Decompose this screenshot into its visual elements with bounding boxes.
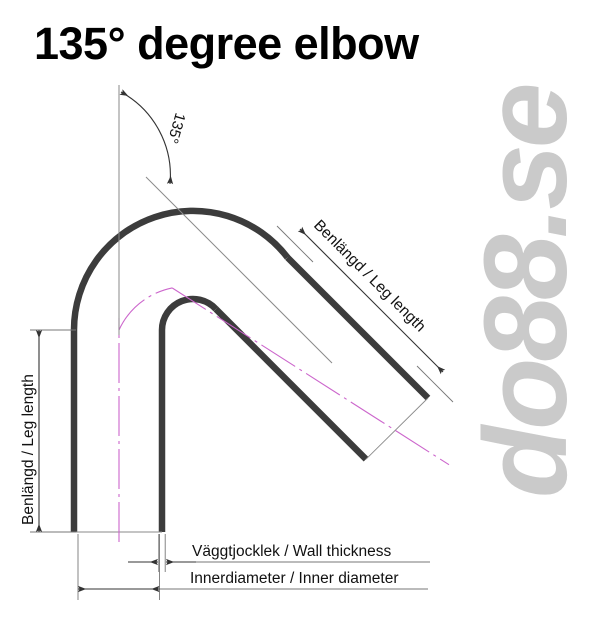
centerline-diagonal-leg [171, 287, 450, 466]
dimension-label-leg-length-vertical: Benlängd / Leg length [20, 374, 37, 525]
dim-line-diagonal-leg [297, 226, 446, 375]
pipe-outer-bend-arc [70, 207, 291, 331]
centerline-bend-arc [118, 287, 173, 331]
pipe-end-face-diagonal [365, 397, 429, 460]
pipe-inner-bend-arc [158, 295, 219, 331]
page-title: 135° degree elbow [34, 18, 419, 69]
dimension-leg-length-diagonal: Benlängd / Leg length [276, 217, 454, 403]
elbow-pipe-body [70, 207, 431, 533]
dimension-label-inner-diameter: Innerdiameter / Inner diameter [190, 570, 399, 587]
pipe-inner-diagonal-leg [213, 306, 369, 462]
angle-arc [119, 89, 174, 185]
watermark-do88se: do88.se [460, 85, 592, 498]
centerlines [118, 287, 450, 542]
dimension-label-leg-length-diagonal: Benlängd / Leg length [310, 217, 429, 336]
angle-value-label: 135° [164, 111, 189, 146]
dimension-inner-diameter: Innerdiameter / Inner diameter [77, 534, 428, 600]
ext-line-diag-start [276, 225, 314, 263]
dimension-label-wall-thickness: Väggtjocklek / Wall thickness [192, 543, 392, 560]
dimension-leg-length-vertical: Benlängd / Leg length [20, 329, 76, 533]
watermark-text: do88.se [460, 85, 592, 498]
dimension-wall-thickness: Väggtjocklek / Wall thickness [128, 534, 430, 572]
pipe-outer-diagonal-leg [285, 255, 431, 401]
